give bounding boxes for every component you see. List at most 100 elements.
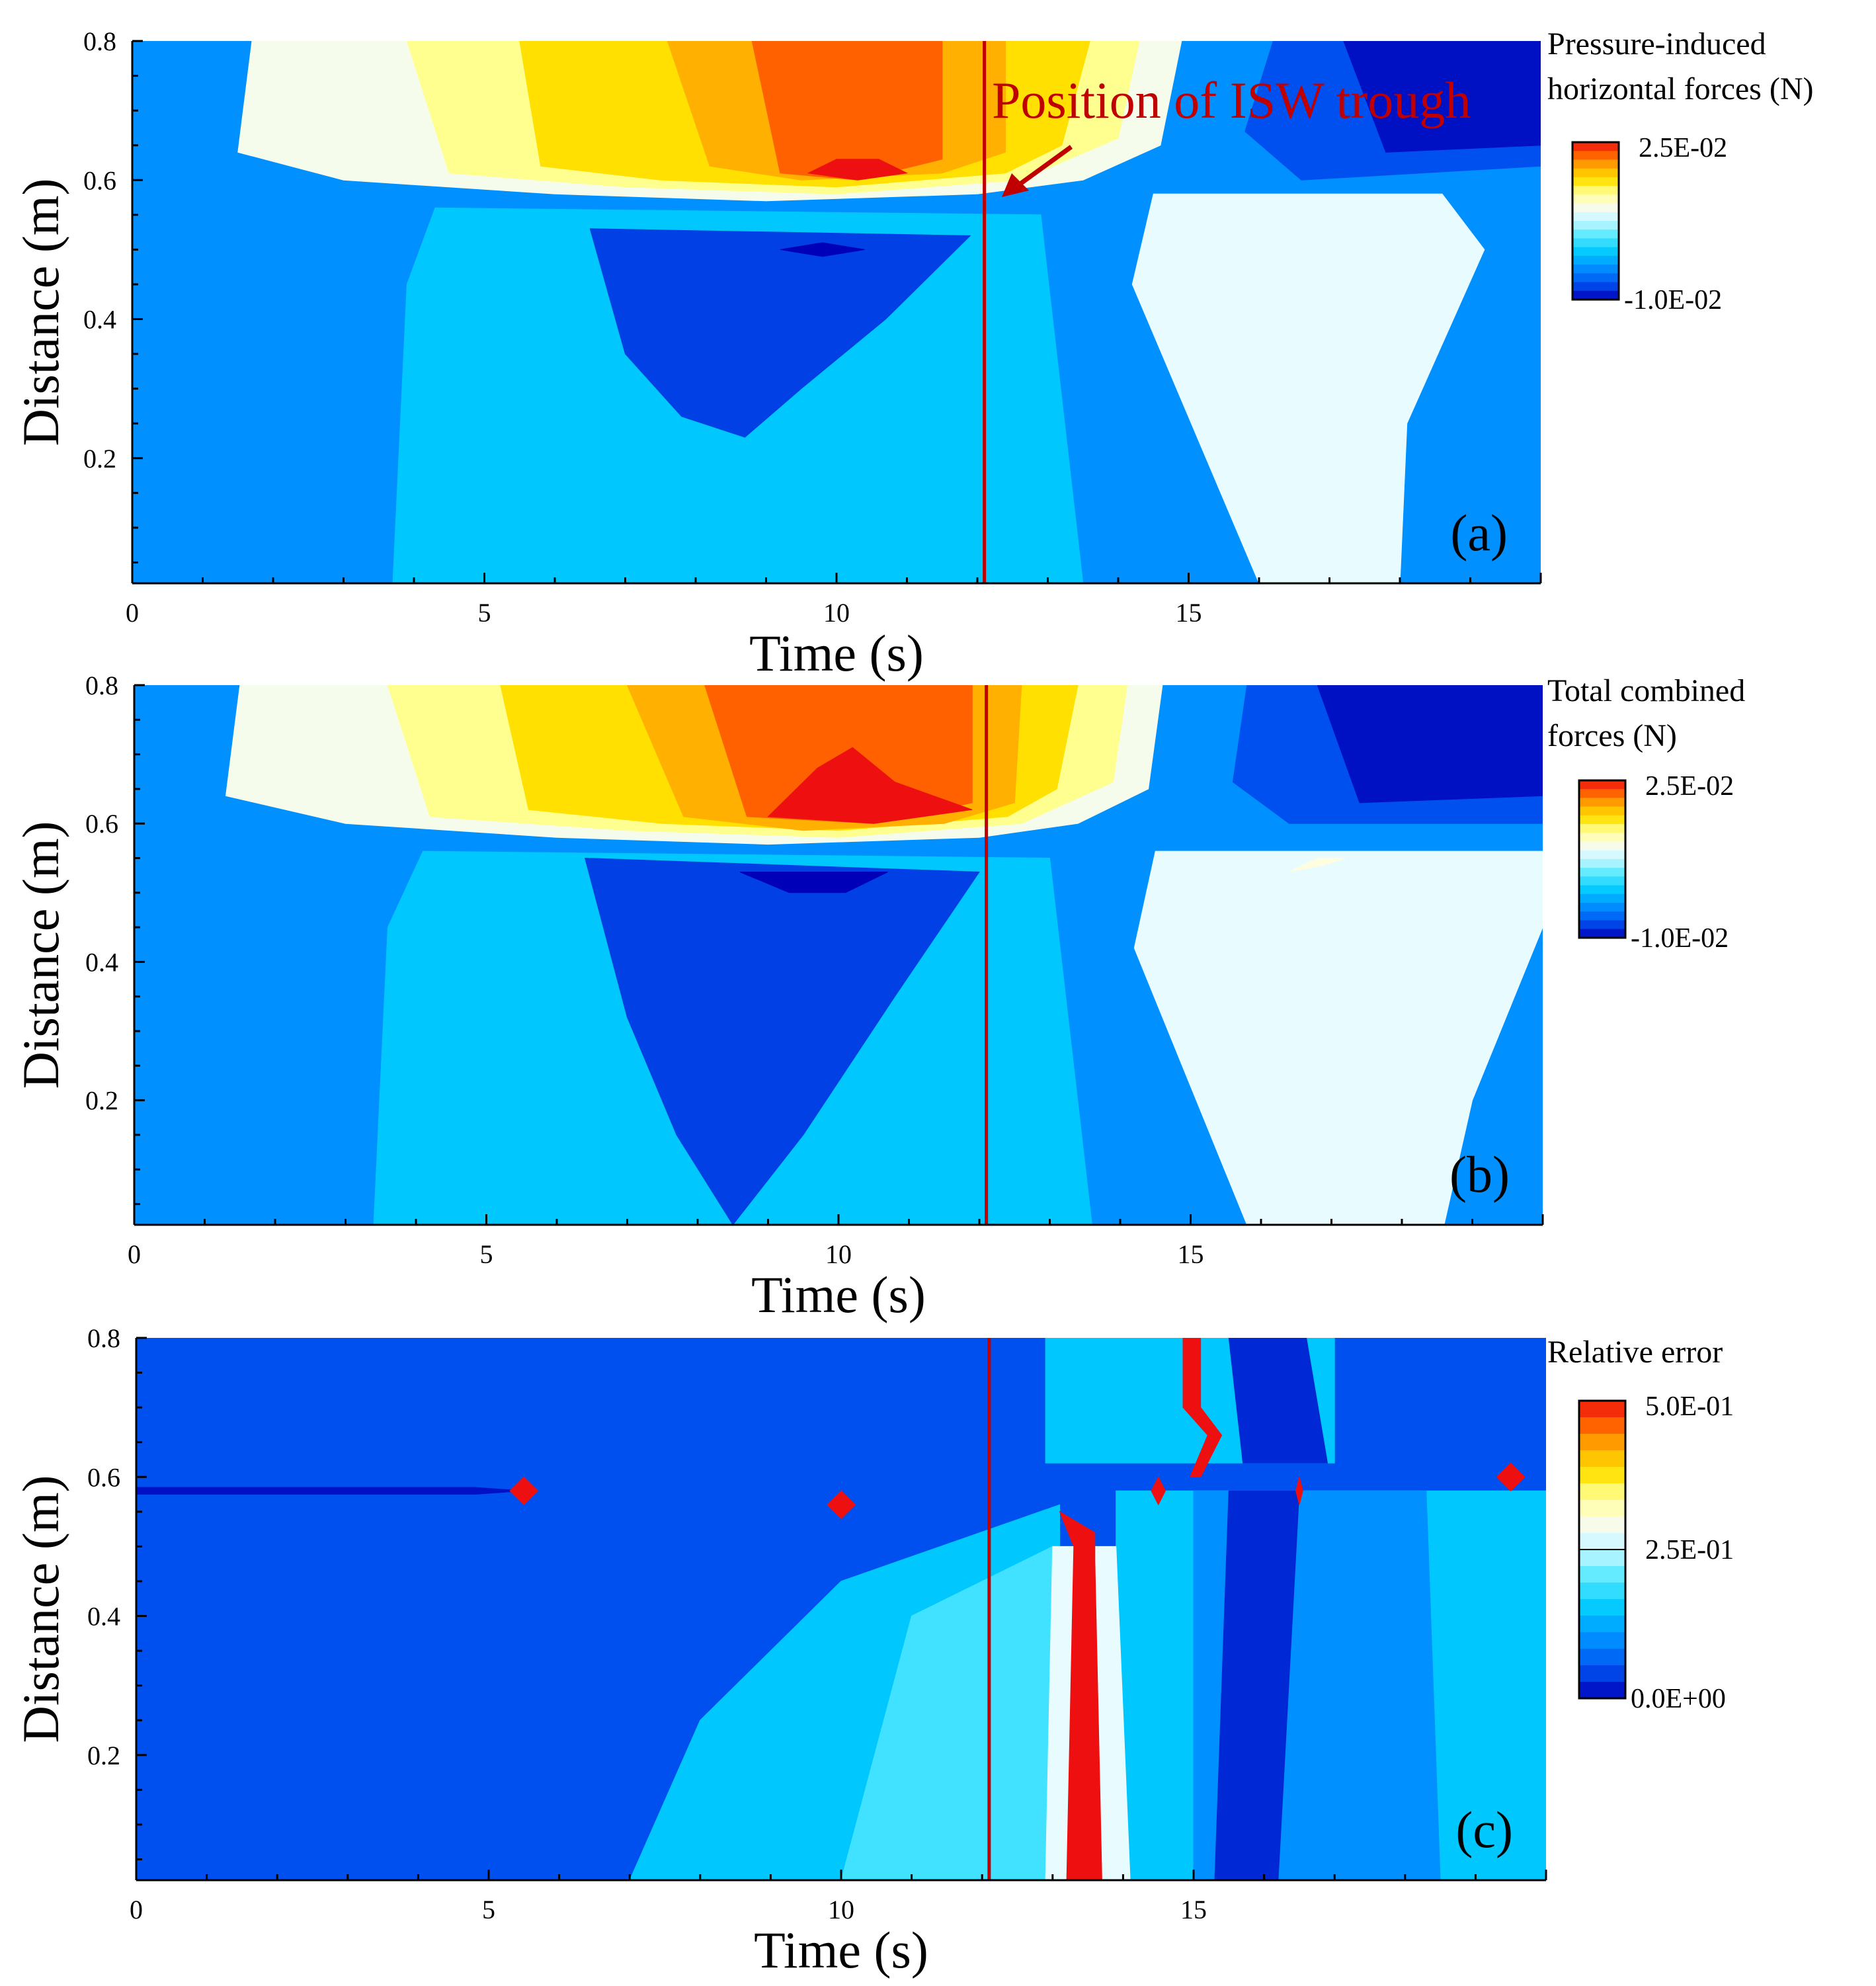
- colorbar-band: [1579, 1401, 1625, 1418]
- x-tick-label: 0: [128, 1239, 141, 1269]
- colorbar-min-label: -1.0E-02: [1624, 285, 1722, 315]
- colorbar-band: [1572, 273, 1619, 283]
- contour-region: [739, 872, 888, 893]
- contour-region: [767, 747, 973, 824]
- y-tick-label: 0.2: [87, 1741, 120, 1770]
- colorbar-band: [1579, 868, 1625, 878]
- colorbar: Total combined forces (N) 2.5E-02 -1.0E-02: [1547, 673, 1745, 954]
- trough-annotation: Position of ISW trough: [992, 71, 1471, 129]
- contour-region: [1295, 1477, 1303, 1505]
- x-tick-label: 15: [1178, 1239, 1204, 1269]
- contour-region: [509, 1476, 539, 1506]
- colorbar-band: [1579, 1550, 1625, 1567]
- panel-label: (b): [1449, 1145, 1510, 1203]
- colorbar-band: [1579, 920, 1625, 930]
- contour-region: [1289, 858, 1346, 872]
- y-tick-label: 0.2: [85, 1086, 118, 1116]
- colorbar-band: [1572, 238, 1619, 248]
- contour-field: [132, 41, 1541, 583]
- colorbar-band: [1579, 1649, 1625, 1666]
- annotation-arrow-shaft: [1016, 145, 1073, 187]
- colorbar-band: [1579, 1583, 1625, 1600]
- colorbar-band: [1579, 1616, 1625, 1633]
- colorbar-band: [1572, 290, 1619, 300]
- colorbar-band: [1572, 221, 1619, 231]
- colorbar-band: [1572, 282, 1619, 292]
- colorbar-band: [1572, 142, 1619, 152]
- colorbar-band: [1572, 229, 1619, 239]
- colorbar-band: [1572, 194, 1619, 204]
- colorbar-max-label: 5.0E-01: [1645, 1391, 1734, 1422]
- colorbar-band: [1579, 798, 1625, 807]
- colorbar-band: [1579, 1665, 1625, 1682]
- colorbar-band: [1579, 806, 1625, 816]
- colorbar-title: Total combined: [1547, 673, 1745, 708]
- x-tick-label: 0: [126, 598, 139, 628]
- x-tick-label: 10: [825, 1239, 852, 1269]
- contour-region: [1182, 1338, 1223, 1477]
- colorbar: Pressure-induced horizontal forces (N) 2.5…: [1547, 26, 1814, 315]
- colorbar-min-label: 0.0E+00: [1631, 1684, 1726, 1714]
- colorbar-band: [1579, 1682, 1625, 1699]
- colorbar-band: [1572, 255, 1619, 265]
- colorbar-band: [1579, 833, 1625, 843]
- y-axis-title: Distance (m): [12, 178, 69, 446]
- y-tick-label: 0.6: [83, 165, 116, 195]
- colorbar-band: [1579, 885, 1625, 895]
- contour-region: [780, 242, 865, 257]
- colorbar-band: [1579, 780, 1625, 790]
- colorbar-title: forces (N): [1547, 718, 1677, 753]
- y-tick-label: 0.2: [83, 444, 116, 474]
- y-axis-title: Distance (m): [12, 1475, 69, 1743]
- x-tick-label: 0: [130, 1895, 143, 1924]
- colorbar-band: [1579, 1516, 1625, 1534]
- contour-region: [1343, 41, 1541, 153]
- colorbar-title: horizontal forces (N): [1547, 71, 1814, 106]
- colorbar-band: [1579, 1450, 1625, 1468]
- colorbar-band: [1579, 1533, 1625, 1550]
- colorbar-band: [1579, 1483, 1625, 1501]
- colorbar-max-label: 2.5E-02: [1645, 771, 1734, 802]
- colorbar-band: [1579, 1417, 1625, 1434]
- colorbar-band: [1579, 929, 1625, 938]
- y-axis-title: Distance (m): [12, 821, 69, 1089]
- contour-region: [1228, 1338, 1328, 1464]
- colorbar-frame: [1578, 779, 1627, 939]
- x-tick-label: 5: [478, 598, 491, 628]
- colorbar-title: Relative error: [1547, 1335, 1723, 1370]
- x-axis-title: Time (s): [754, 1921, 928, 1979]
- annotation-arrow-head: [1002, 173, 1029, 197]
- colorbar-max-label: 2.5E-02: [1639, 133, 1727, 163]
- y-tick-label: 0.8: [87, 1323, 120, 1353]
- colorbar-band: [1579, 824, 1625, 834]
- colorbar-band: [1579, 1500, 1625, 1517]
- x-tick-label: 10: [823, 598, 850, 628]
- panel-label: (c): [1455, 1801, 1513, 1858]
- colorbar-band: [1579, 789, 1625, 799]
- y-tick-label: 0.8: [85, 671, 118, 700]
- colorbar-band: [1579, 1632, 1625, 1649]
- contour-region: [1059, 1510, 1102, 1880]
- contour-region: [826, 1490, 856, 1520]
- contour-region: [1496, 1462, 1526, 1492]
- x-tick-label: 5: [480, 1239, 493, 1269]
- colorbar-band: [1572, 203, 1619, 213]
- x-tick-label: 10: [828, 1895, 854, 1924]
- colorbar-band: [1572, 265, 1619, 274]
- x-tick-label: 15: [1176, 598, 1202, 628]
- x-tick-label: 5: [482, 1895, 495, 1924]
- colorbar-band: [1579, 893, 1625, 903]
- y-tick-label: 0.8: [83, 26, 116, 56]
- colorbar-band: [1572, 177, 1619, 186]
- colorbar-band: [1579, 1467, 1625, 1484]
- colorbar-band: [1579, 850, 1625, 860]
- contour-region: [584, 857, 980, 1225]
- colorbar-band: [1579, 1599, 1625, 1616]
- x-tick-label: 15: [1180, 1895, 1207, 1924]
- panel-label: (a): [1450, 504, 1508, 561]
- colorbar-band: [1579, 911, 1625, 921]
- contour-region: [1131, 193, 1485, 583]
- colorbar-min-label: -1.0E-02: [1631, 923, 1729, 954]
- colorbar-mid-label: 2.5E-01: [1645, 1535, 1734, 1565]
